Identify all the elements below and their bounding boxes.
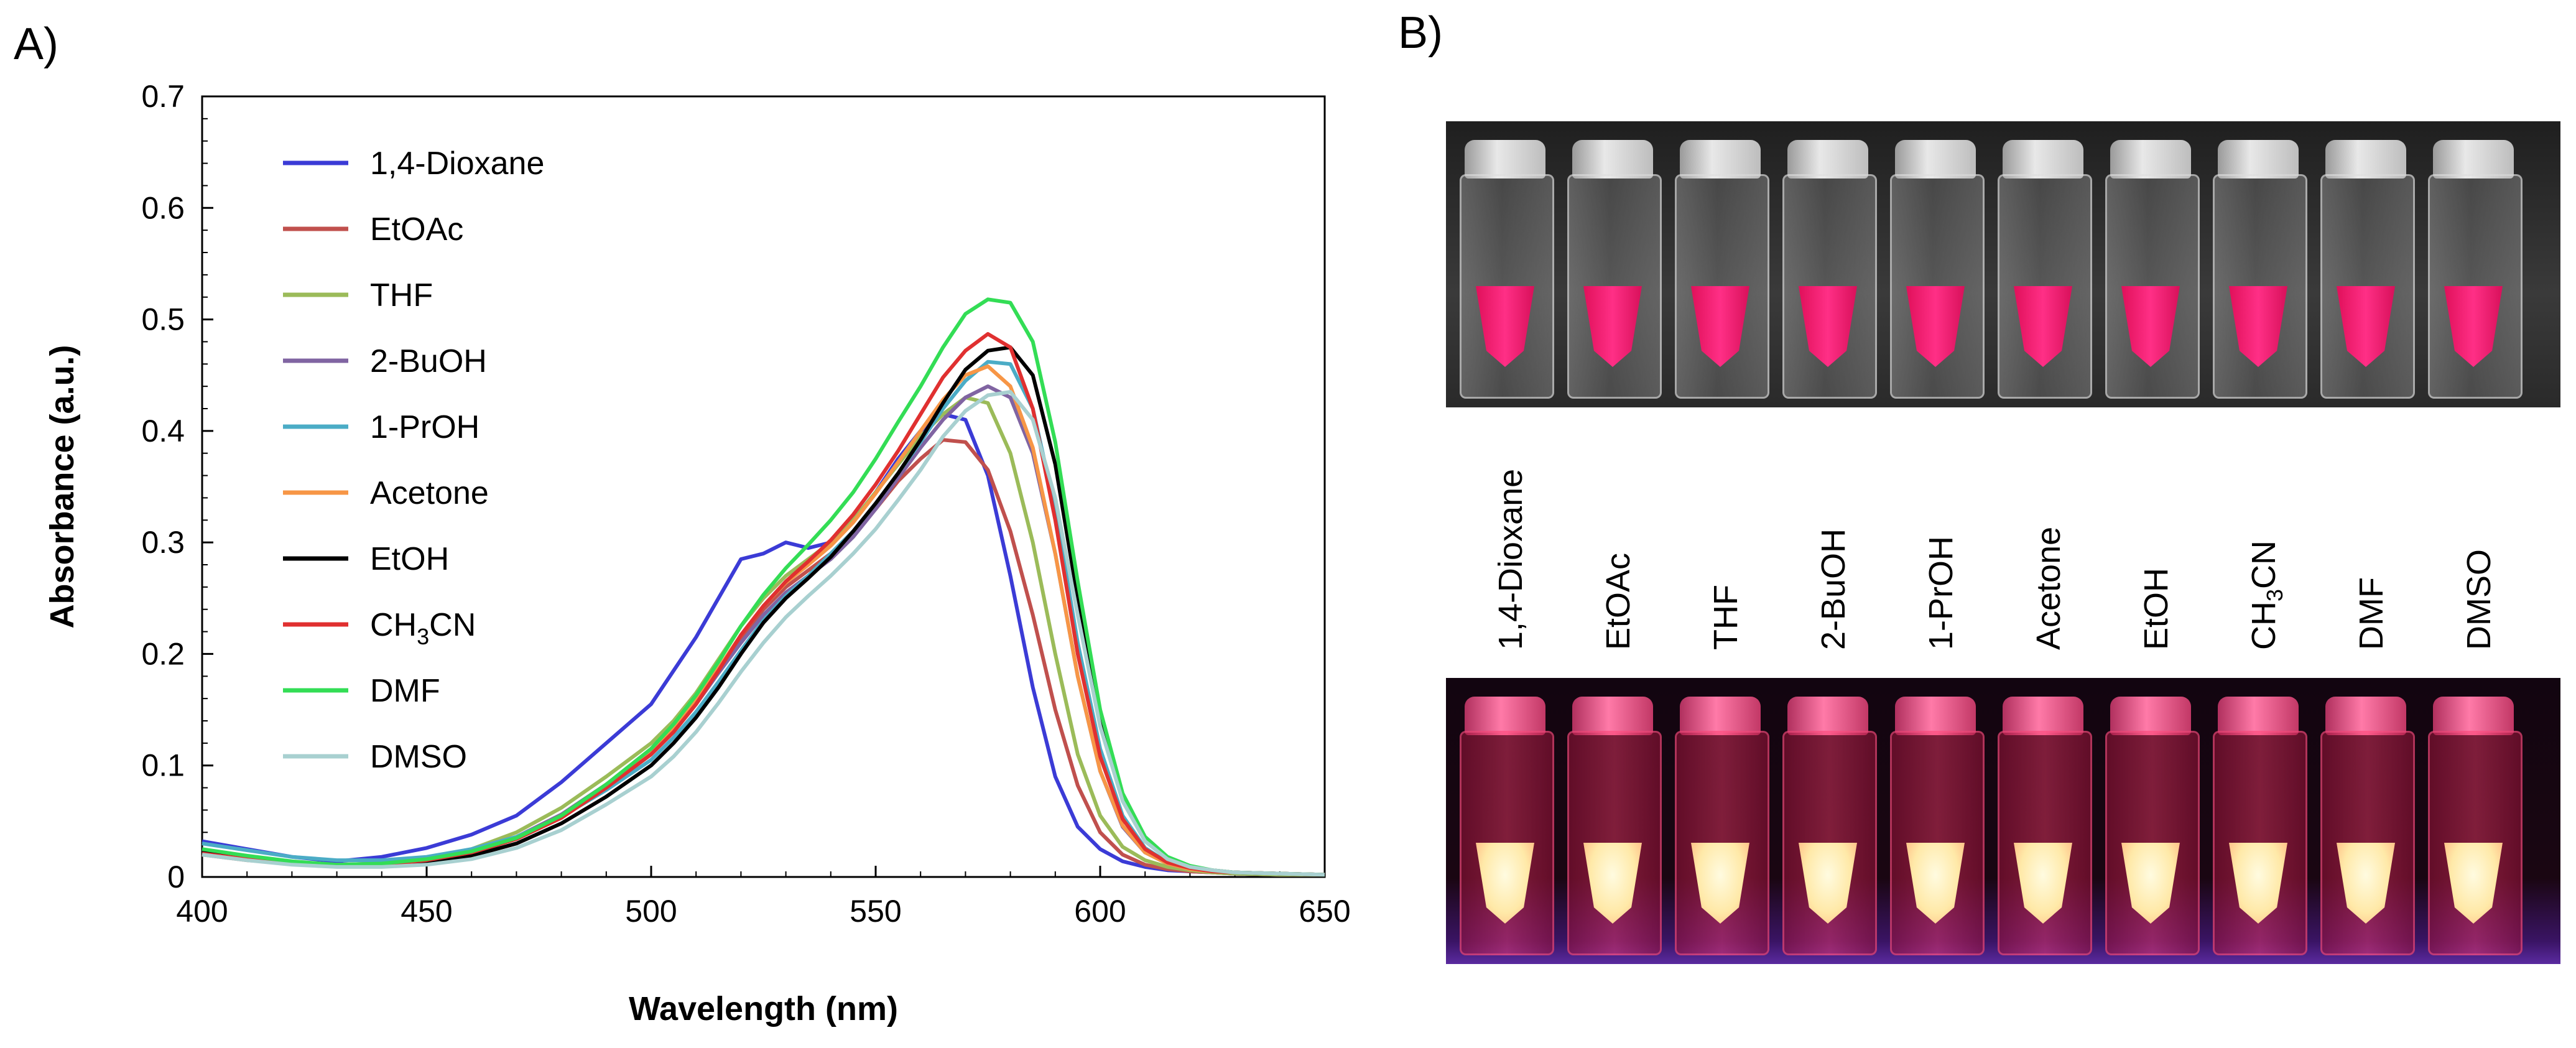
- vial-cap: [2325, 140, 2406, 179]
- y-tick-label: 0.6: [141, 190, 185, 225]
- vial: [2104, 140, 2200, 399]
- vial-cap: [2218, 140, 2299, 179]
- vial-cap: [1787, 140, 1868, 179]
- legend-label: DMSO: [370, 739, 467, 775]
- absorbance-chart: A) 400 450 500 550 600 650 0 0.1 0.2 0.3 0.4 0.5 0.6…: [14, 19, 1351, 1027]
- vial: [2319, 697, 2415, 955]
- vial: [1566, 697, 1662, 955]
- vial: [1781, 140, 1877, 399]
- vial-solvent-label: 1-PrOH: [1922, 536, 1960, 650]
- vials-uv-photo: [1446, 678, 2560, 964]
- vial: [1781, 697, 1877, 955]
- vial-solvent-label: CH3CN: [2245, 540, 2287, 650]
- x-axis-title: Wavelength (nm): [629, 990, 898, 1027]
- x-tick-label: 650: [1299, 894, 1350, 929]
- vial-cap: [1680, 697, 1761, 735]
- y-tick-label: 0: [167, 860, 185, 894]
- vial-cap: [2110, 140, 2191, 179]
- vial: [1458, 697, 1554, 955]
- panel-a-label: A): [14, 19, 58, 69]
- vial-solvent-label: 1,4-Dioxane: [1492, 468, 1529, 650]
- y-tick-label: 0.2: [141, 636, 185, 671]
- legend-label: THF: [370, 277, 433, 313]
- legend-label: EtOAc: [370, 211, 463, 248]
- y-tick-label: 0.1: [141, 748, 185, 783]
- vial-cap: [2325, 697, 2406, 735]
- plot-area: [201, 95, 1326, 878]
- legend-label: Acetone: [370, 475, 489, 511]
- vial-solvent-label: EtOAc: [1600, 552, 1637, 650]
- y-axis-title: Absorbance (a.u.): [44, 345, 81, 628]
- y-tick-label: 0.3: [141, 525, 185, 560]
- vial-cap: [2218, 697, 2299, 735]
- y-tick-label: 0.4: [141, 414, 185, 448]
- vial-cap: [1895, 140, 1976, 179]
- legend-label: CH3CN: [370, 607, 476, 649]
- vial: [1458, 140, 1554, 399]
- vial-cap: [1787, 697, 1868, 735]
- vial-cap: [2433, 140, 2514, 179]
- vial: [2212, 697, 2307, 955]
- vial-cap: [2003, 140, 2083, 179]
- vial-solvent-label: THF: [1707, 585, 1744, 650]
- vial-solvent-label: EtOH: [2138, 567, 2175, 650]
- vial: [2104, 697, 2200, 955]
- vial-solvent-label: Acetone: [2030, 526, 2067, 650]
- vial-glass: [1998, 174, 2092, 399]
- vial-cap: [2110, 697, 2191, 735]
- vial-cap: [1895, 697, 1976, 735]
- vial: [1996, 697, 2092, 955]
- x-tick-label: 500: [625, 894, 677, 929]
- series-line-dmf: [202, 297, 1325, 877]
- vial: [1674, 140, 1769, 399]
- vial: [1889, 697, 1985, 955]
- vial: [1889, 140, 1985, 399]
- vial: [2212, 140, 2307, 399]
- vial-cap: [1680, 140, 1761, 179]
- y-tick-label: 0.7: [141, 79, 185, 114]
- y-tick-label: 0.5: [141, 302, 185, 337]
- vial: [2427, 697, 2523, 955]
- vial-cap: [1465, 140, 1545, 179]
- vials-daylight-photo: [1446, 121, 2560, 407]
- vial: [2319, 140, 2415, 399]
- legend-label: 1-PrOH: [370, 409, 480, 445]
- vial-cap: [1572, 140, 1653, 179]
- vial: [1566, 140, 1662, 399]
- vial-solvent-label: DMF: [2353, 577, 2390, 650]
- vial-cap: [1572, 697, 1653, 735]
- legend-label: DMF: [370, 673, 440, 709]
- vial-cap: [2433, 697, 2514, 735]
- vial: [1674, 697, 1769, 955]
- x-tick-label: 600: [1074, 894, 1126, 929]
- vial-cap: [1465, 697, 1545, 735]
- vial-cap: [2003, 697, 2083, 735]
- vial-solvent-label: DMSO: [2460, 549, 2498, 650]
- x-tick-label: 450: [401, 894, 452, 929]
- x-tick-label: 550: [850, 894, 901, 929]
- legend-label: 2-BuOH: [370, 343, 487, 379]
- x-tick-label: 400: [176, 894, 228, 929]
- vial-solvent-label: 2-BuOH: [1815, 528, 1852, 650]
- legend-label: 1,4-Dioxane: [370, 146, 544, 182]
- series-line-dmso: [202, 390, 1325, 877]
- legend-label: EtOH: [370, 541, 449, 577]
- vial: [1996, 140, 2092, 399]
- vial: [2427, 140, 2523, 399]
- panel-b-label: B): [1398, 8, 1443, 58]
